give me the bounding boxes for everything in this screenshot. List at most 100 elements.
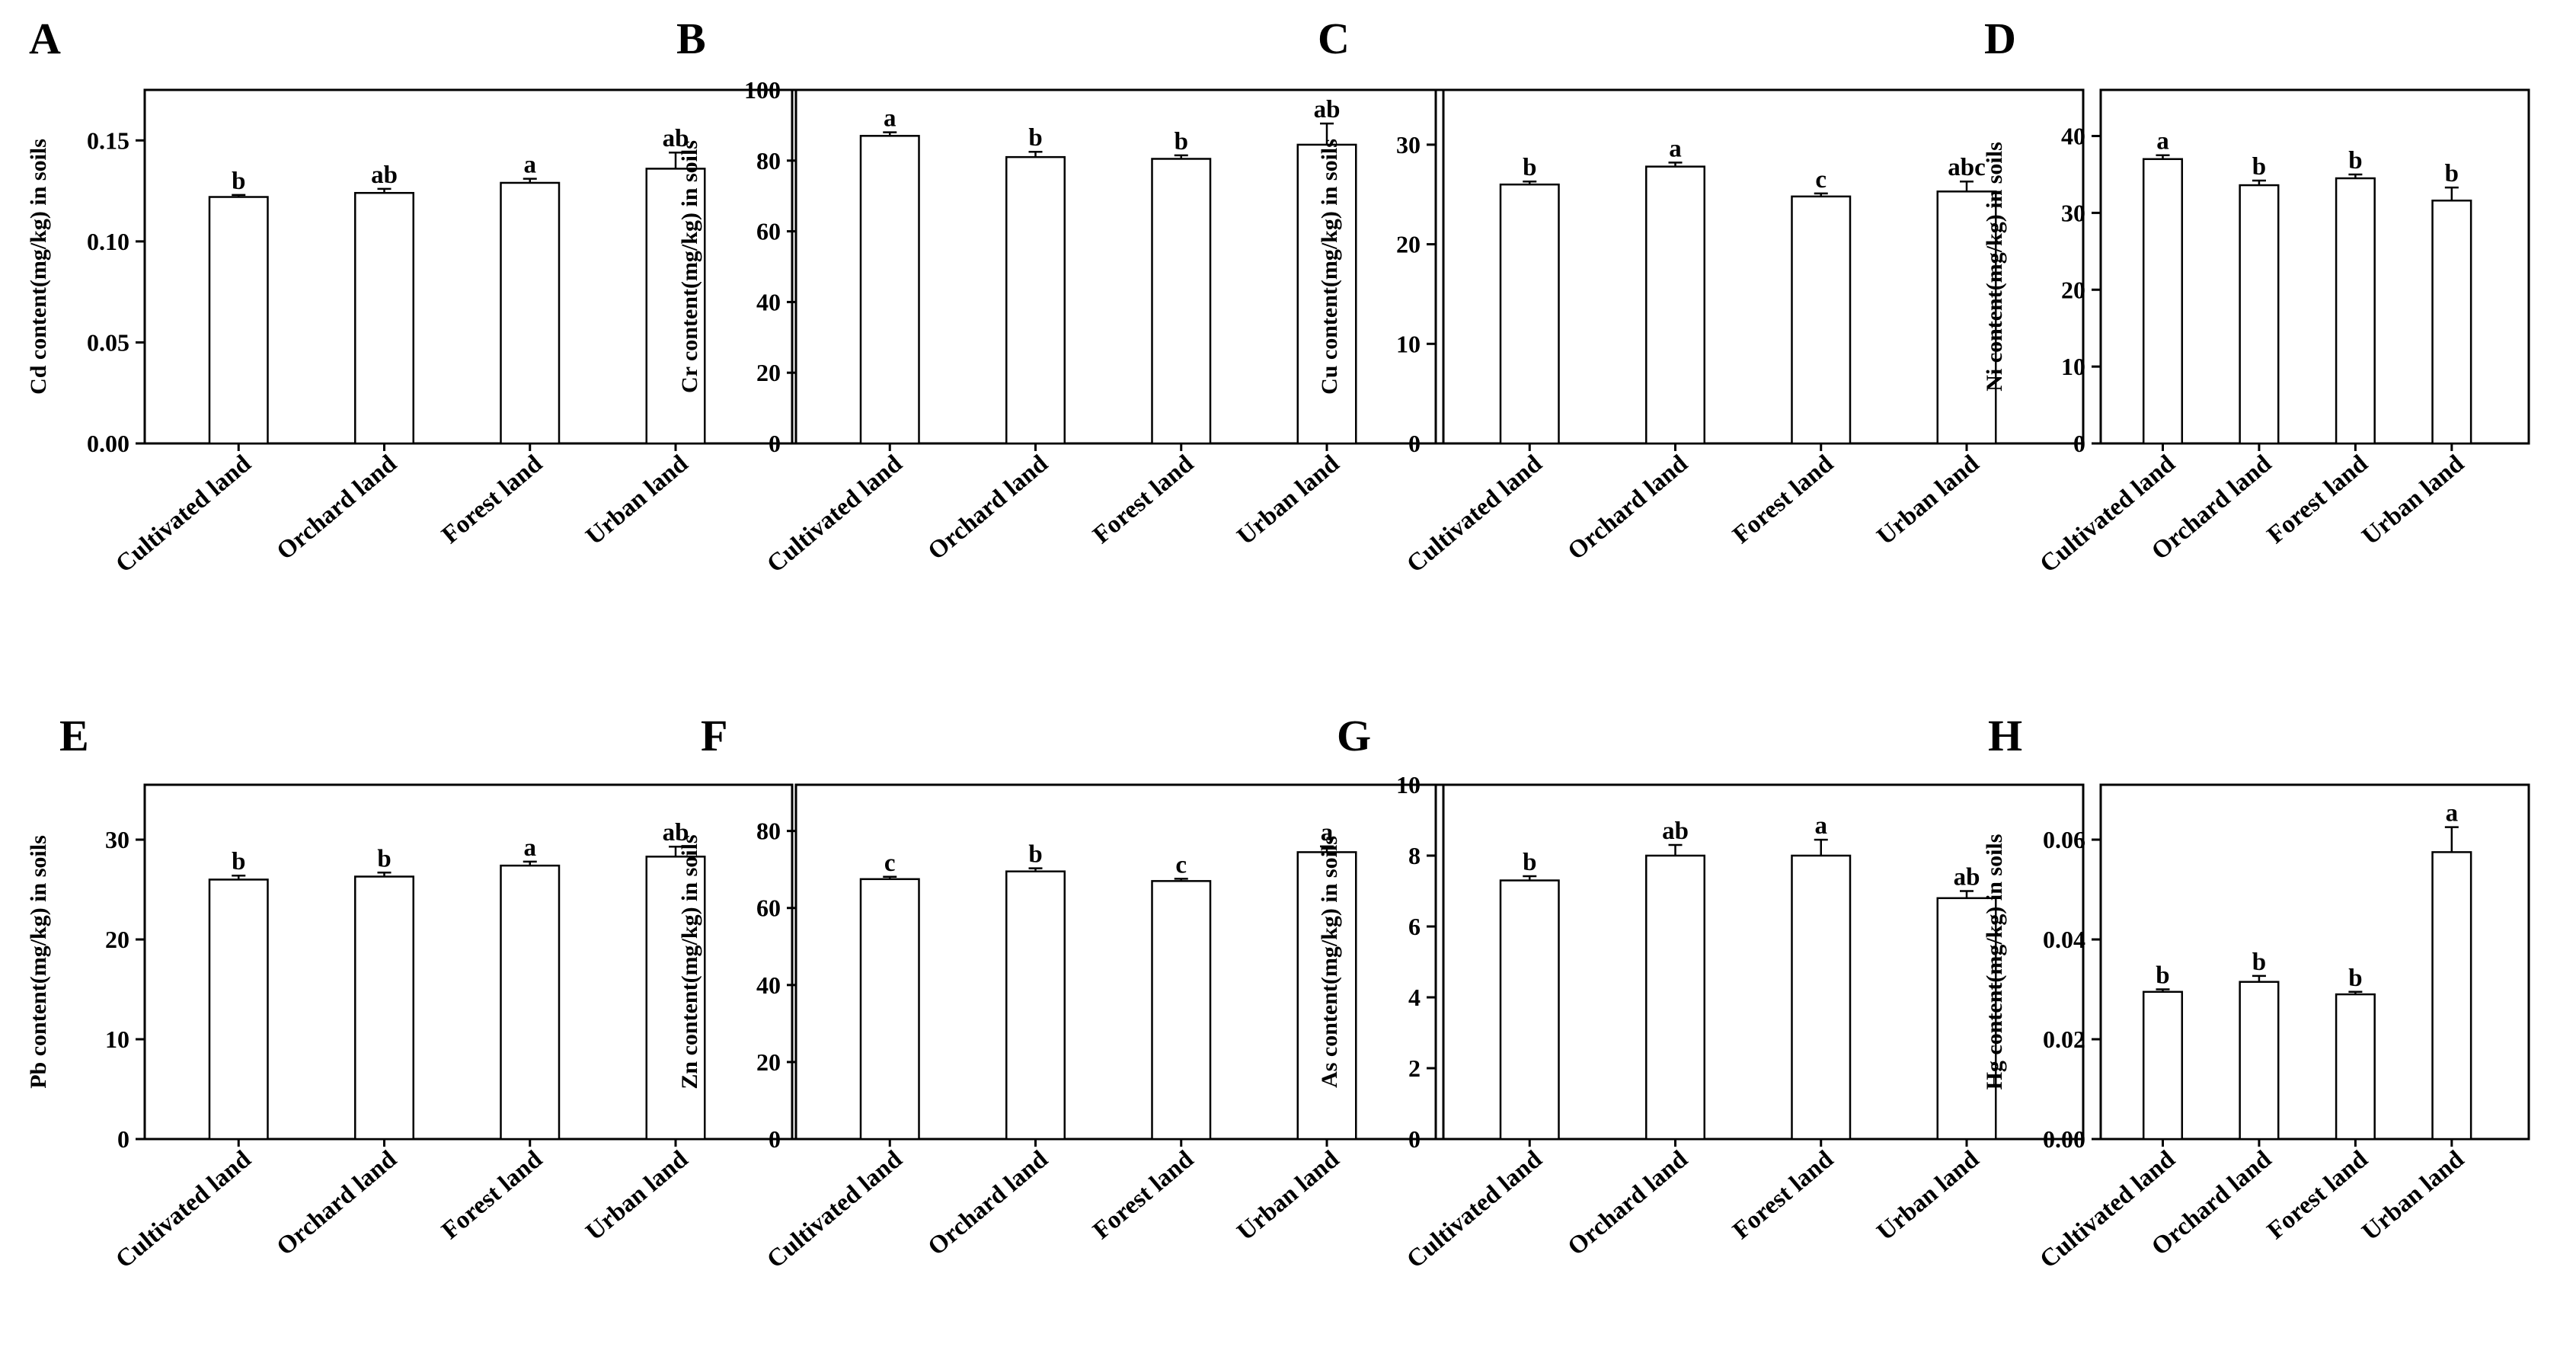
bar — [1005, 870, 1066, 1141]
plot-frame — [2099, 783, 2530, 1141]
bar — [500, 181, 561, 445]
x-tick-label: Orchard land — [923, 450, 1053, 566]
significance-label: b — [2348, 965, 2362, 992]
y-tick-label: 4 — [1408, 984, 1421, 1011]
y-tick-label: 0.00 — [87, 430, 129, 457]
y-axis-title: Hg content(mg/kg) in soils — [1982, 834, 2007, 1090]
y-tick-label: 30 — [105, 826, 129, 853]
plot-frame — [1434, 88, 2085, 445]
plot-frame — [143, 783, 794, 1141]
y-tick-label: 0.15 — [87, 126, 129, 154]
y-tick-label: 20 — [756, 359, 781, 386]
x-tick-label: Orchard land — [272, 1146, 402, 1262]
significance-label: ab — [1954, 864, 1980, 891]
significance-label: a — [1321, 819, 1334, 846]
x-tick-label: Orchard land — [1563, 450, 1693, 566]
significance-label: ab — [1662, 818, 1689, 845]
y-axis-title: Pb content(mg/kg) in soils — [26, 835, 51, 1089]
significance-label: ab — [371, 162, 398, 189]
y-tick-label: 20 — [105, 926, 129, 953]
bar — [354, 875, 414, 1141]
significance-label: b — [1175, 128, 1188, 155]
bar — [2142, 990, 2184, 1141]
y-tick-label: 30 — [2061, 199, 2085, 226]
y-tick-label: 10 — [105, 1026, 129, 1053]
bar — [1151, 880, 1212, 1141]
bar — [1499, 183, 1560, 445]
plot-frame — [143, 88, 794, 445]
significance-label: ab — [663, 819, 689, 846]
x-tick-label: Urban land — [581, 1146, 693, 1246]
x-tick-label: Urban land — [1232, 450, 1344, 551]
bar — [1791, 854, 1852, 1141]
significance-label: c — [884, 850, 896, 877]
bar — [1005, 155, 1066, 445]
bar — [859, 135, 920, 445]
x-tick-label: Urban land — [2357, 1146, 2469, 1246]
significance-label: b — [232, 848, 245, 875]
bar — [2431, 200, 2472, 445]
bar — [1499, 879, 1560, 1141]
y-tick-label: 0.06 — [2043, 826, 2085, 853]
y-tick-label: 0.00 — [2043, 1125, 2085, 1153]
y-tick-label: 10 — [1396, 771, 1421, 798]
chart-panel-g: G 0 2 4 6 8 10 As content(mg/kg) in soils b Culti… — [1317, 711, 2085, 1274]
y-tick-label: 40 — [756, 971, 781, 999]
plot-frame — [2099, 88, 2530, 445]
significance-label: b — [377, 845, 391, 872]
bar — [1936, 190, 1997, 445]
y-tick-label: 10 — [1396, 330, 1421, 357]
panel-label: E — [59, 711, 89, 760]
y-tick-label: 0 — [769, 1125, 781, 1153]
significance-label: a — [884, 105, 896, 133]
panel-label: H — [1988, 711, 2022, 760]
x-tick-label: Forest land — [436, 450, 548, 549]
significance-label: b — [2252, 949, 2266, 976]
significance-label: b — [2156, 962, 2169, 990]
y-tick-label: 20 — [2061, 276, 2085, 303]
panel-label: F — [701, 711, 727, 760]
y-tick-label: 60 — [756, 218, 781, 245]
y-tick-label: 6 — [1408, 913, 1421, 940]
y-tick-label: 40 — [756, 288, 781, 315]
x-tick-label: Orchard land — [1563, 1146, 1693, 1262]
x-tick-label: Urban land — [1232, 1146, 1344, 1246]
bar — [2239, 981, 2280, 1141]
x-tick-label: Urban land — [2357, 450, 2469, 551]
significance-label: b — [1028, 841, 1042, 869]
significance-label: b — [1028, 124, 1042, 152]
plot-frame — [794, 783, 1445, 1141]
y-tick-label: 0.10 — [87, 228, 129, 255]
x-tick-label: Forest land — [1727, 450, 1839, 549]
x-tick-label: Urban land — [1872, 450, 1984, 551]
y-tick-label: 20 — [1396, 231, 1421, 258]
y-tick-label: 10 — [2061, 353, 2085, 380]
bar — [1791, 195, 1852, 445]
y-tick-label: 0.05 — [87, 328, 129, 356]
y-axis-title: Cu content(mg/kg) in soils — [1317, 139, 1342, 395]
bar — [1296, 143, 1357, 445]
bar — [354, 191, 414, 445]
significance-label: a — [524, 152, 537, 179]
panel-label: B — [676, 14, 706, 63]
significance-label: c — [1815, 166, 1827, 194]
y-axis-title: Ni content(mg/kg) in soils — [1982, 142, 2007, 392]
y-tick-label: 30 — [1396, 131, 1421, 158]
y-tick-label: 0 — [2073, 430, 2085, 457]
plot-frame — [794, 88, 1445, 445]
x-tick-label: Cultivated land — [1401, 1146, 1547, 1274]
bar — [208, 196, 269, 445]
chart-panel-c: C 0 10 20 30 Cu content(mg/kg) in soils b Culti… — [1317, 14, 2085, 578]
x-tick-label: Orchard land — [272, 450, 402, 566]
x-tick-label: Orchard land — [923, 1146, 1053, 1262]
significance-label: ab — [1314, 96, 1341, 123]
y-tick-label: 8 — [1408, 842, 1421, 869]
y-tick-label: 0 — [1408, 1125, 1421, 1153]
panel-label: G — [1337, 711, 1371, 760]
significance-label: b — [2252, 153, 2266, 181]
y-tick-label: 20 — [756, 1048, 781, 1076]
panel-label: C — [1318, 14, 1350, 63]
y-tick-label: 0 — [1408, 430, 1421, 457]
